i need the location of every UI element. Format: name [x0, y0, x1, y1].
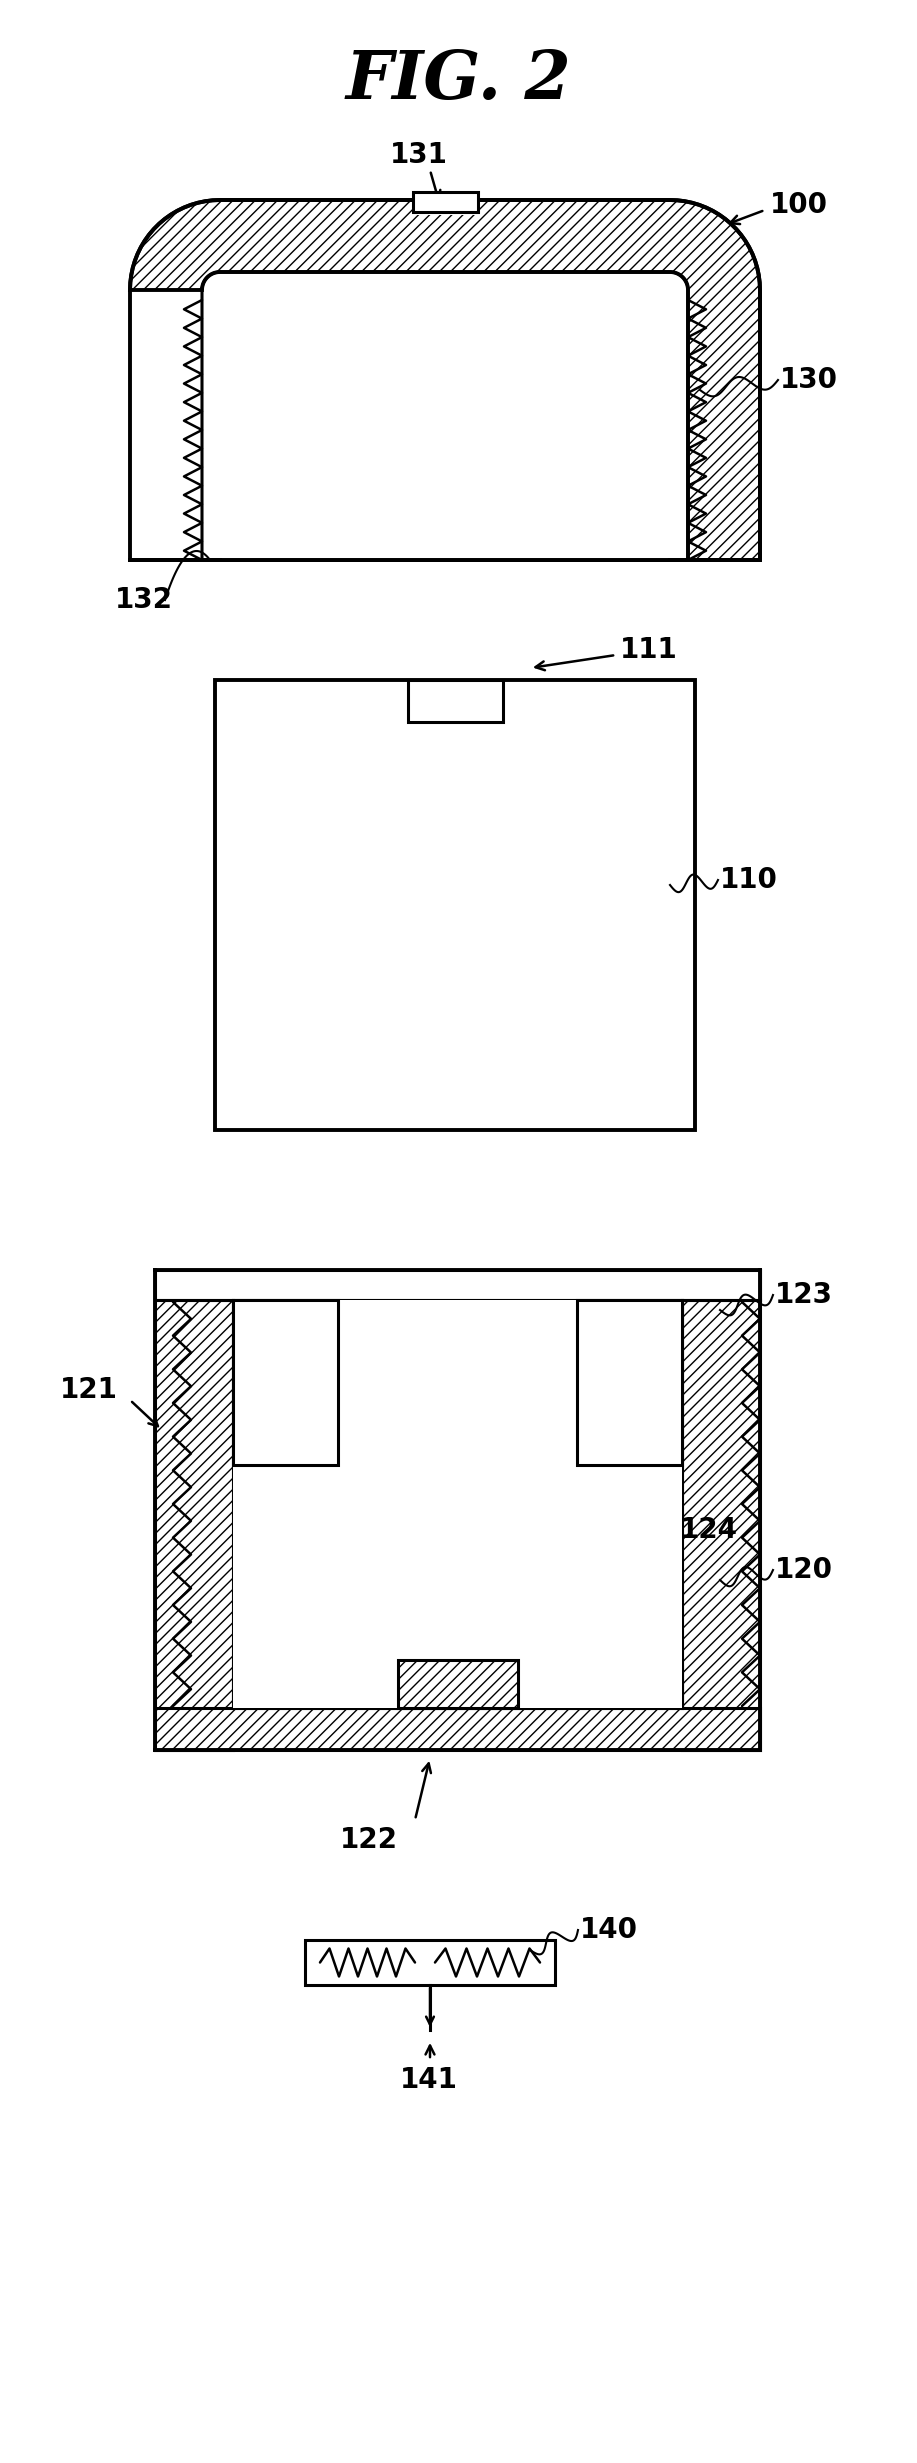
Bar [413, 200, 478, 214]
Bar [222, 308, 668, 559]
Bar [155, 1271, 233, 1751]
Bar [682, 1271, 760, 1751]
Bar [577, 1300, 682, 1465]
Text: 141: 141 [400, 2066, 458, 2094]
Bar [155, 1271, 760, 1300]
Polygon shape [130, 200, 760, 559]
Text: 123: 123 [775, 1281, 833, 1308]
Text: FIG. 2: FIG. 2 [345, 47, 571, 113]
Bar [233, 1665, 682, 1707]
Bar [155, 1707, 760, 1751]
Text: 121: 121 [60, 1377, 118, 1404]
Bar [407, 680, 503, 722]
Bar [413, 192, 478, 212]
Text: 111: 111 [620, 635, 678, 665]
Text: 100: 100 [770, 192, 828, 219]
Text: 131: 131 [390, 140, 447, 170]
Text: 130: 130 [780, 367, 838, 394]
Text: 132: 132 [115, 586, 173, 613]
Bar [233, 1300, 338, 1465]
Bar [215, 680, 695, 1131]
Text: 122: 122 [340, 1825, 398, 1855]
Bar [397, 1660, 517, 1707]
Text: 110: 110 [720, 867, 778, 894]
Bar [305, 1941, 555, 1985]
Text: 140: 140 [580, 1916, 638, 1943]
Bar [233, 1300, 682, 1707]
Text: 124: 124 [680, 1517, 738, 1544]
Text: 120: 120 [775, 1557, 833, 1584]
Bar [233, 1300, 682, 1707]
